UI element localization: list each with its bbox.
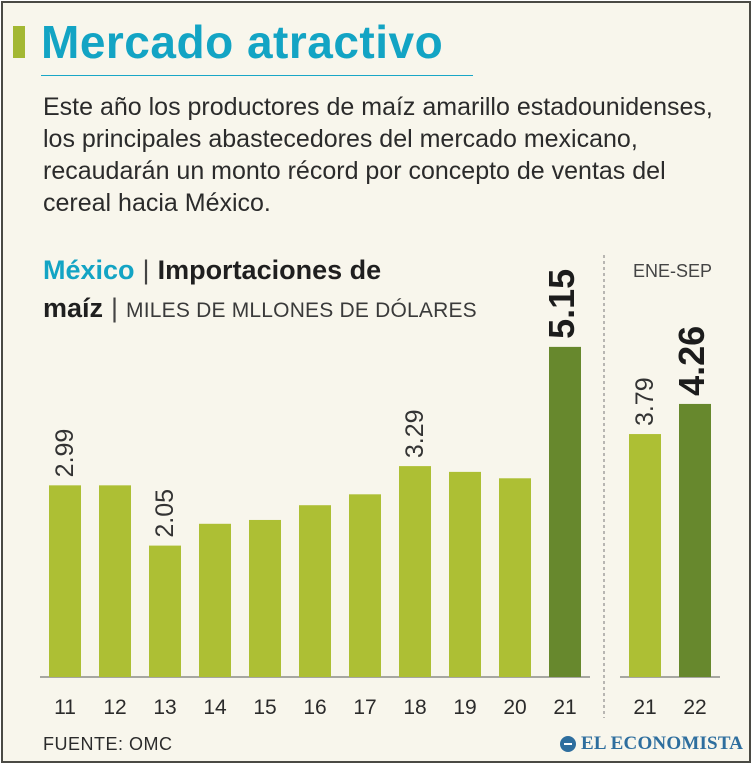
x-tick-label: 15 — [253, 696, 276, 719]
bar-17 — [349, 494, 381, 677]
bar-13 — [149, 545, 181, 677]
value-label: 2.05 — [151, 489, 179, 538]
chart-title-separator: | — [142, 255, 150, 285]
bar-ene-sep-22 — [679, 403, 711, 677]
x-tick-label: 17 — [353, 696, 376, 719]
chart-title-subject: Importaciones de — [157, 255, 382, 285]
bar-20 — [499, 478, 531, 677]
x-tick-label: 14 — [203, 696, 227, 719]
bar-19 — [449, 471, 481, 677]
title-accent-bar — [13, 26, 25, 58]
page-title: Mercado atractivo — [41, 16, 444, 68]
value-label: 3.79 — [631, 377, 659, 426]
brand-logo: EL ECONOMISTA — [560, 733, 743, 755]
bar-12 — [99, 485, 131, 677]
bar-14 — [199, 523, 231, 677]
bar-16 — [299, 505, 331, 677]
title-underline — [41, 75, 473, 76]
lead-paragraph: Este año los productores de maíz amarill… — [43, 93, 713, 217]
bar-15 — [249, 519, 281, 677]
bar-ene-sep-21 — [629, 434, 661, 677]
x-tick-label: 22 — [683, 696, 706, 719]
value-label: 5.15 — [541, 269, 582, 339]
x-tick-label: 21 — [553, 696, 576, 719]
brand-icon — [560, 736, 576, 752]
chart-title-country: México — [43, 255, 135, 285]
x-tick-label: 20 — [503, 696, 526, 719]
chart-title-subject-2: maíz — [43, 293, 104, 323]
period-label: ENE-SEP — [633, 261, 713, 281]
value-label: 2.99 — [51, 429, 79, 478]
x-tick-label: 12 — [103, 696, 126, 719]
brand-name: EL ECONOMISTA — [581, 733, 744, 754]
x-tick-label: 11 — [54, 696, 76, 719]
bar-11 — [49, 485, 81, 677]
chart-units-separator: | — [111, 293, 119, 323]
x-tick-label: 13 — [153, 696, 176, 719]
chart-units: MILES DE MLLONES DE DÓLARES — [126, 299, 477, 322]
chart-title-line-1: México | Importaciones de — [43, 255, 381, 286]
x-tick-label: 19 — [453, 696, 476, 719]
value-label: 3.29 — [401, 409, 429, 458]
value-label: 4.26 — [671, 326, 712, 396]
source-note: FUENTE: OMC — [43, 734, 173, 754]
bar-21 — [549, 346, 581, 677]
x-tick-label: 21 — [633, 696, 656, 719]
x-tick-label: 18 — [403, 696, 426, 719]
bar-18 — [399, 466, 431, 677]
chart-title-line-2: maíz | MILES DE MLLONES DE DÓLARES — [43, 293, 477, 324]
x-tick-label: 16 — [303, 696, 326, 719]
